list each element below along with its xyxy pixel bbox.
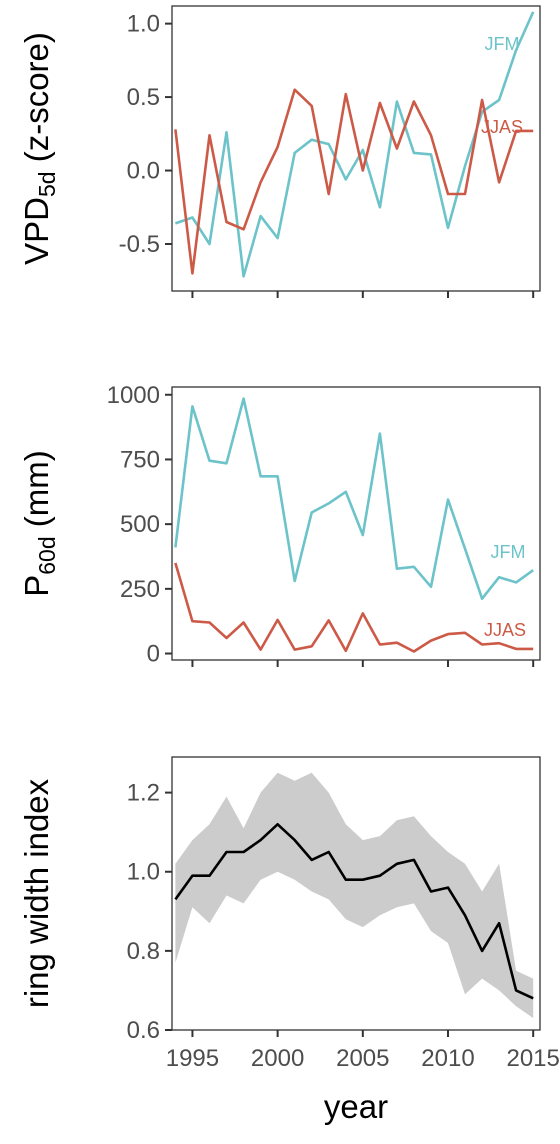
y-tick-label: 1000	[107, 382, 160, 409]
series-label-jfm: JFM	[491, 542, 526, 562]
y-axis-title: P60d (mm)	[18, 450, 60, 597]
x-axis-title: year	[324, 1088, 388, 1125]
x-tick-label: 2005	[336, 1045, 389, 1072]
series-line-jfm	[174, 11, 535, 278]
y-tick-label: 500	[120, 511, 160, 538]
y-axis-title: ring width index	[18, 778, 55, 1008]
y-tick-label: 250	[120, 576, 160, 603]
y-tick-label: 1.0	[127, 859, 160, 886]
series-line-jjas	[174, 88, 534, 275]
y-axis-title: VPD5d (z-score)	[18, 32, 60, 265]
panel-2: JFM JJAS 0 250 500 750 1000 P60d (mm)	[18, 382, 541, 668]
y-tick-label: 0.5	[127, 84, 160, 111]
confidence-band	[175, 772, 534, 1019]
panel-1: JFM JJAS -0.5 0.0 0.5 1.0 VPD5d (z-score)	[18, 5, 541, 298]
plot-frame	[171, 5, 541, 292]
panel-3: 0.6 0.8 1.0 1.2 1995 2000 2005 2010 2015 ring wid…	[18, 756, 560, 1125]
x-tick-label: 2015	[506, 1045, 559, 1072]
y-tick-label: 0.8	[127, 938, 160, 965]
series-label-jfm: JFM	[485, 34, 520, 54]
series-label-jjas: JJAS	[484, 620, 526, 640]
series-label-jjas: JJAS	[481, 117, 523, 137]
x-tick-label: 2010	[421, 1045, 474, 1072]
series-line-index	[174, 822, 534, 1000]
y-tick-label: 750	[120, 446, 160, 473]
plot-frame	[171, 756, 541, 1031]
series-line-jfm	[174, 397, 534, 601]
x-tick-label: 1995	[166, 1045, 219, 1072]
series-line-jjas	[174, 562, 534, 653]
y-tick-label: 0.0	[127, 158, 160, 185]
y-tick-label: 1.0	[127, 11, 160, 38]
y-tick-label: 0	[147, 641, 160, 668]
y-tick-label: -0.5	[119, 231, 160, 258]
x-tick-label: 2000	[251, 1045, 304, 1072]
y-tick-label: 0.6	[127, 1017, 160, 1044]
y-tick-label: 1.2	[127, 780, 160, 807]
